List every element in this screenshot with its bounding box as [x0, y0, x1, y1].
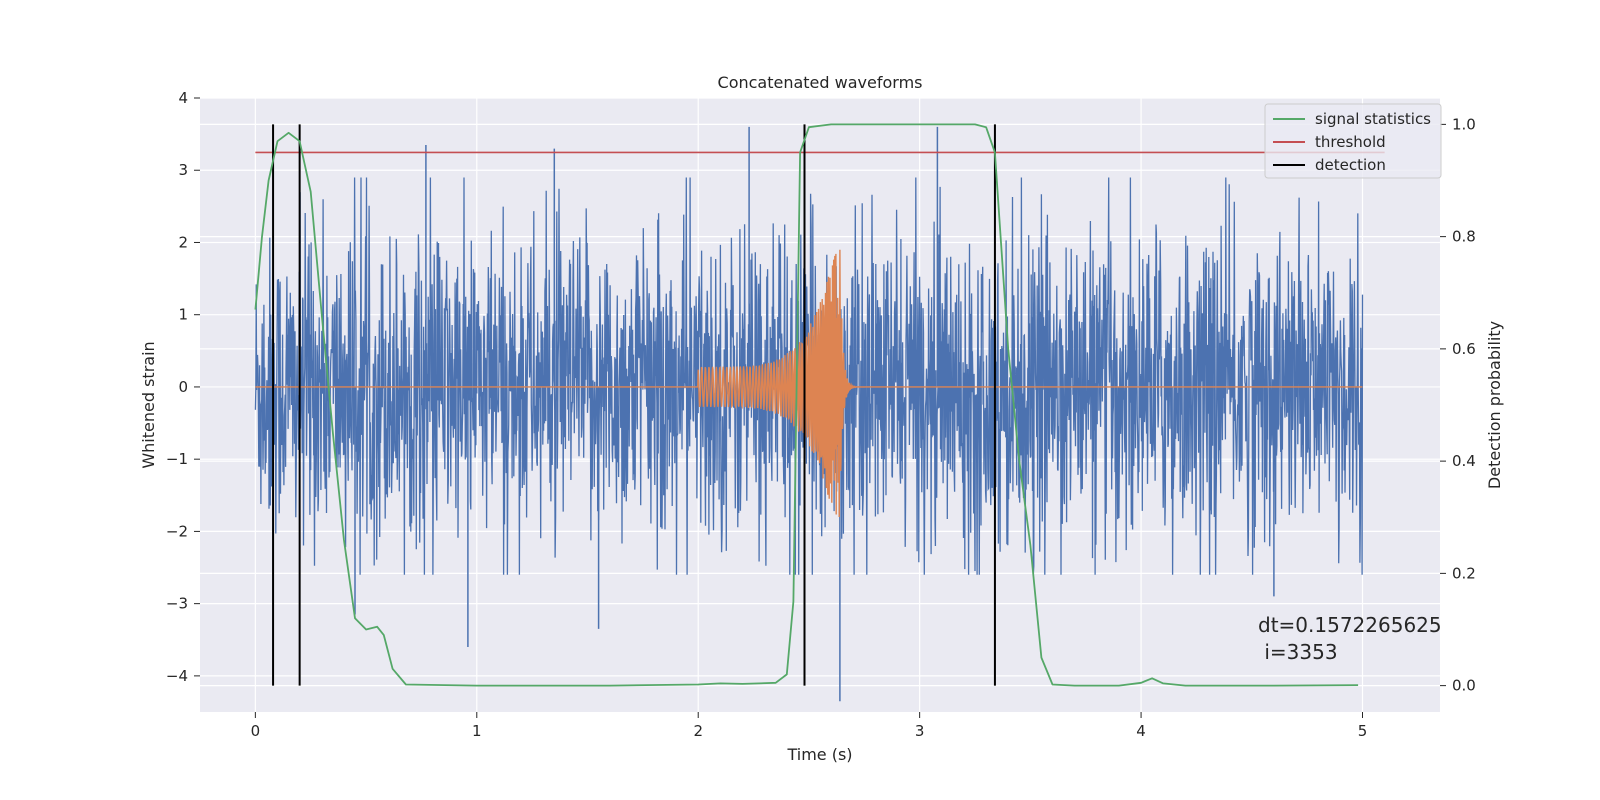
y-tick-label: −1	[166, 450, 188, 468]
y-tick-label: 2	[178, 233, 188, 251]
x-tick-label: 0	[251, 722, 261, 740]
x-tick-label: 2	[693, 722, 703, 740]
legend-label: signal statistics	[1315, 110, 1431, 128]
y-tick-label: 4	[178, 89, 188, 107]
signal-statistics-line	[254, 123, 1359, 687]
legend: signal statistics threshold detection	[1264, 103, 1442, 179]
y2-tick-label: 0.2	[1452, 564, 1476, 582]
annotation-index: i=3353	[1258, 640, 1338, 664]
y-tick-label: 3	[178, 161, 188, 179]
annotation-dt: dt=0.1572265625	[1258, 613, 1442, 637]
y-tick-label: 0	[178, 378, 188, 396]
x-axis-label: Time (s)	[786, 745, 852, 764]
y2-axis-label: Detection probability	[1485, 321, 1504, 489]
y-axis-label: Whitened strain	[139, 341, 158, 468]
x-tick-label: 1	[472, 722, 482, 740]
x-tick-label: 3	[915, 722, 925, 740]
y-tick-label: −2	[166, 522, 188, 540]
y-tick-label: −4	[166, 667, 188, 685]
chirp-series-line	[255, 249, 1363, 518]
y-tick-label: 1	[178, 306, 188, 324]
legend-label: detection	[1315, 156, 1386, 174]
legend-label: threshold	[1315, 133, 1386, 151]
x-tick-label: 5	[1358, 722, 1368, 740]
legend-box	[1264, 103, 1442, 179]
y2-tick-label: 0.4	[1452, 452, 1476, 470]
y2-tick-label: 0.0	[1452, 677, 1476, 695]
y2-tick-label: 0.6	[1452, 340, 1476, 358]
series-layer	[254, 123, 1385, 702]
chart-title: Concatenated waveforms	[718, 73, 923, 92]
y2-tick-label: 0.8	[1452, 228, 1476, 246]
noise-peak-line	[354, 126, 1275, 702]
y2-tick-label: 1.0	[1452, 115, 1476, 133]
y-tick-label: −3	[166, 595, 188, 613]
x-tick-label: 4	[1136, 722, 1146, 740]
axes: 0 1 2 3 4 5 −4 −3 −2 −1 0 1 2 3 4 0.0 0.2 0.4 0.6 0.8 1.0	[166, 89, 1476, 740]
